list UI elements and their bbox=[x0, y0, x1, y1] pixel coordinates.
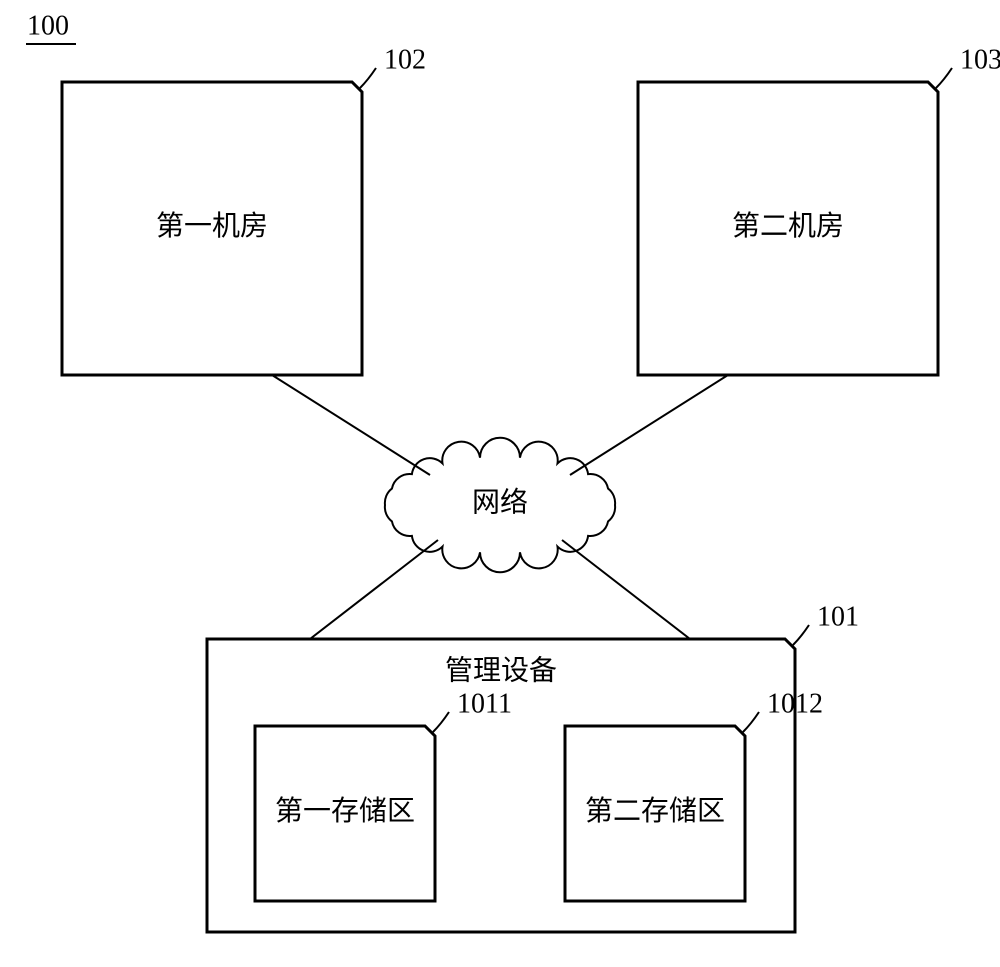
manager-label: 管理设备 bbox=[445, 654, 557, 686]
store1-label: 第一存储区 bbox=[275, 795, 415, 827]
room2-label: 第二机房 bbox=[732, 210, 844, 242]
room2-ref: 103 bbox=[960, 44, 1000, 75]
system-ref: 100 bbox=[27, 10, 69, 41]
room1-label: 第一机房 bbox=[156, 210, 268, 242]
store2-ref: 1012 bbox=[767, 688, 823, 719]
store1-ref: 1011 bbox=[457, 688, 512, 719]
room1-ref: 102 bbox=[384, 44, 426, 75]
store2-label: 第二存储区 bbox=[585, 795, 725, 827]
system-diagram: 100 管理设备 第一机房 第二机房第一存储区 第二存储区 网络 102 103 101 1011… bbox=[0, 0, 1000, 967]
manager-ref: 101 bbox=[817, 601, 859, 632]
network-label: 网络 bbox=[472, 486, 528, 518]
